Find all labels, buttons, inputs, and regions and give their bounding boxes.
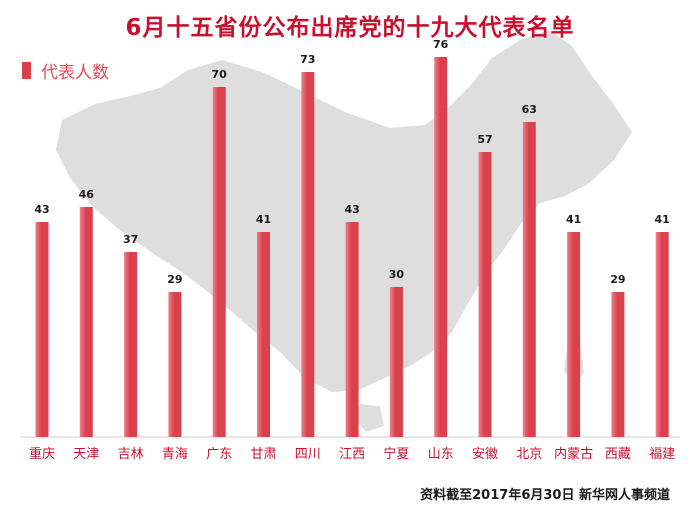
category-label-2: 吉林 bbox=[118, 447, 144, 462]
category-label-7: 江西 bbox=[339, 447, 365, 462]
bar-0 bbox=[35, 222, 49, 437]
category-label-9: 山东 bbox=[428, 447, 454, 462]
legend-swatch bbox=[22, 62, 31, 79]
category-label-8: 宁夏 bbox=[383, 446, 409, 462]
category-label-11: 北京 bbox=[516, 447, 542, 462]
value-label-6: 73 bbox=[300, 53, 315, 66]
legend-label: 代表人数 bbox=[41, 63, 109, 83]
value-label-0: 43 bbox=[34, 203, 49, 216]
value-label-12: 41 bbox=[566, 213, 581, 226]
bar-12 bbox=[567, 232, 581, 437]
bar-4 bbox=[212, 87, 226, 437]
value-label-13: 29 bbox=[610, 273, 625, 286]
bar-9 bbox=[434, 57, 448, 437]
category-label-6: 四川 bbox=[295, 447, 321, 462]
category-label-14: 福建 bbox=[649, 447, 675, 462]
bar-10 bbox=[478, 152, 492, 437]
value-label-5: 41 bbox=[256, 213, 271, 226]
value-label-9: 76 bbox=[433, 38, 449, 51]
category-label-13: 西藏 bbox=[605, 447, 631, 462]
category-label-12: 内蒙古 bbox=[554, 446, 593, 462]
bar-14 bbox=[655, 232, 669, 437]
value-label-8: 30 bbox=[389, 268, 405, 281]
value-label-4: 70 bbox=[212, 68, 228, 81]
category-label-5: 甘肃 bbox=[250, 447, 276, 462]
map-silhouette bbox=[56, 30, 632, 432]
bar-8 bbox=[389, 287, 403, 437]
category-label-3: 青海 bbox=[162, 447, 188, 462]
value-label-11: 63 bbox=[522, 103, 537, 116]
value-label-2: 37 bbox=[123, 233, 138, 246]
value-label-3: 29 bbox=[167, 273, 182, 286]
bar-5 bbox=[257, 232, 270, 437]
bar-2 bbox=[124, 252, 138, 437]
chart-title: 6月十五省份公布出席党的十九大代表名单 bbox=[125, 15, 575, 41]
value-label-7: 43 bbox=[344, 203, 359, 216]
source-note: 资料截至2017年6月30日 新华网人事频道 bbox=[420, 488, 670, 503]
value-label-1: 46 bbox=[79, 188, 95, 201]
bar-6 bbox=[301, 72, 315, 437]
bar-11 bbox=[522, 122, 536, 437]
bar-3 bbox=[168, 292, 182, 437]
bar-13 bbox=[611, 292, 625, 437]
bar-1 bbox=[79, 207, 93, 437]
category-label-10: 安徽 bbox=[472, 447, 498, 462]
value-label-10: 57 bbox=[477, 133, 492, 146]
category-label-1: 天津 bbox=[73, 447, 99, 462]
bar-7 bbox=[345, 222, 359, 437]
value-label-14: 41 bbox=[655, 213, 670, 226]
category-label-4: 广东 bbox=[206, 447, 232, 462]
category-label-0: 重庆 bbox=[29, 446, 55, 462]
legend: 代表人数 bbox=[22, 58, 109, 83]
